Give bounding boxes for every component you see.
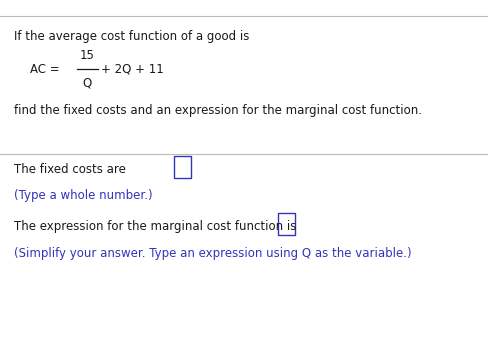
Text: 15: 15 [80, 49, 94, 62]
FancyBboxPatch shape [277, 213, 295, 235]
Text: The expression for the marginal cost function is: The expression for the marginal cost fun… [14, 220, 295, 233]
Text: (Type a whole number.): (Type a whole number.) [14, 189, 152, 202]
Text: If the average cost function of a good is: If the average cost function of a good i… [14, 30, 248, 43]
Text: + 2Q + 11: + 2Q + 11 [101, 63, 163, 76]
Text: find the fixed costs and an expression for the marginal cost function.: find the fixed costs and an expression f… [14, 104, 421, 117]
FancyBboxPatch shape [173, 156, 191, 178]
Text: Q: Q [82, 76, 91, 90]
Text: The fixed costs are: The fixed costs are [14, 163, 125, 176]
Text: (Simplify your answer. Type an expression using Q as the variable.): (Simplify your answer. Type an expressio… [14, 247, 410, 260]
Text: AC =: AC = [30, 63, 60, 76]
